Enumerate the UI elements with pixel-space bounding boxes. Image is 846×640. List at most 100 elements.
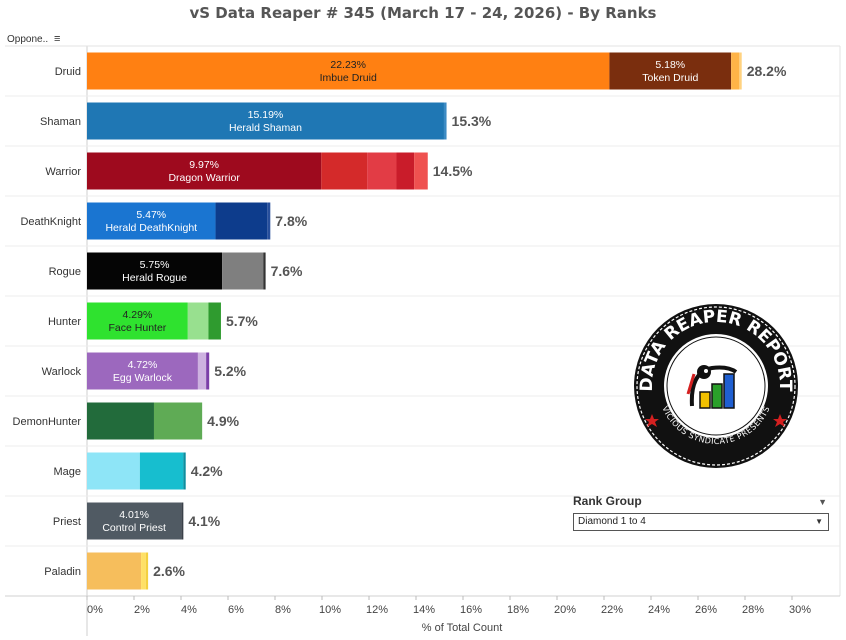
bar-segment[interactable] [321,152,368,190]
total-value-label: 2.6% [153,563,185,579]
category-label: Mage [53,466,81,478]
bar-segment[interactable] [87,452,140,490]
bars-group: Druid 22.23%Imbue Druid 5.18%Token Druid 28… [13,52,787,590]
total-value-label: 4.2% [191,463,223,479]
segment-value-label: 5.75% [140,259,170,271]
x-axis-title: % of Total Count [422,622,503,634]
category-label: DemonHunter [13,416,82,428]
x-tick-label: 20% [554,604,576,616]
category-label: Warlock [42,366,82,378]
rank-group-selected-value: Diamond 1 to 4 [578,516,646,527]
segment-archetype-label: Control Priest [102,522,166,534]
x-tick-label: 0% [87,604,103,616]
bar-segment[interactable] [153,402,203,440]
bar-hunter[interactable]: Hunter 4.29%Face Hunter 5.7% [48,302,258,340]
x-tick-label: 6% [228,604,244,616]
category-label: Druid [55,66,81,78]
segment-archetype-label: Egg Warlock [113,372,173,384]
total-value-label: 7.8% [275,213,307,229]
bar-segment[interactable] [609,52,732,90]
opponent-column-header[interactable]: Oppone.. ≡ [7,33,61,45]
category-label: Shaman [40,116,81,128]
bar-segment[interactable] [263,252,266,290]
rank-group-dropdown[interactable]: Diamond 1 to 4 ▼ [573,513,829,531]
total-value-label: 15.3% [452,113,492,129]
bar-segment[interactable] [267,202,271,240]
segment-value-label: 9.97% [189,159,219,171]
category-label: DeathKnight [20,216,81,228]
total-value-label: 7.6% [271,263,303,279]
bar-segment[interactable] [87,352,198,390]
bar-segment[interactable] [739,52,742,90]
x-tick-label: 28% [742,604,764,616]
bar-segment[interactable] [87,52,610,90]
data-reaper-report-logo: DATA REAPER REPORT VICIOUS SYNDICATE PRE… [634,304,798,468]
bar-segment[interactable] [87,202,216,240]
chevron-down-icon: ▼ [815,517,823,526]
x-axis: 0% 2% 4% 6% 8% 10% 12% 14% 16% 18% 20% 22% 24% 26% 28%… [86,596,811,634]
sort-descending-icon[interactable]: ≡ [53,33,61,45]
bar-segment[interactable] [215,202,268,240]
bar-paladin[interactable]: Paladin 2.6% [44,552,186,590]
category-label: Rogue [49,266,81,278]
segment-archetype-label: Herald Shaman [229,122,302,134]
bar-segment[interactable] [443,102,447,140]
total-value-label: 5.2% [214,363,246,379]
bar-segment[interactable] [181,502,184,540]
bar-segment[interactable] [87,252,223,290]
chart-title: vS Data Reaper # 345 (March 17 - 24, 202… [189,4,657,22]
x-tick-label: 26% [695,604,717,616]
bar-segment[interactable] [208,302,221,340]
bar-segment[interactable] [87,302,188,340]
segment-archetype-label: Face Hunter [109,322,167,334]
bar-segment[interactable] [206,352,210,390]
bar-segment[interactable] [367,152,397,190]
x-tick-label: 4% [181,604,197,616]
bar-segment[interactable] [87,552,142,590]
bar-segment[interactable] [145,552,149,590]
x-tick-label: 12% [366,604,388,616]
bar-segment[interactable] [414,152,428,190]
logo-bar-chart-icon [686,365,738,409]
x-tick-label: 16% [460,604,482,616]
segment-value-label: 4.29% [123,309,153,321]
chart-frame [5,45,841,636]
opponent-header-label: Oppone.. [7,34,49,45]
segment-value-label: 5.18% [655,59,685,71]
bar-deathknight[interactable]: DeathKnight 5.47%Herald DeathKnight 7.8% [20,202,308,240]
bar-segment[interactable] [87,102,444,140]
bar-segment[interactable] [87,402,154,440]
bar-warlock[interactable]: Warlock 4.72%Egg Warlock 5.2% [42,352,247,390]
bar-segment[interactable] [87,502,182,540]
filter-menu-icon[interactable]: ▼ [818,497,827,507]
bar-segment[interactable] [141,552,146,590]
bar-rogue[interactable]: Rogue 5.75%Herald Rogue 7.6% [49,252,303,290]
total-value-label: 4.9% [207,413,239,429]
bar-segment[interactable] [183,452,186,490]
bar-shaman[interactable]: Shaman 15.19%Herald Shaman 15.3% [40,102,492,140]
bar-segment[interactable] [197,352,207,390]
x-tick-label: 2% [134,604,150,616]
x-tick-label: 10% [319,604,341,616]
total-value-label: 14.5% [433,163,473,179]
bar-demonhunter[interactable]: DemonHunter 4.9% [13,402,240,440]
bar-druid[interactable]: Druid 22.23%Imbue Druid 5.18%Token Druid 28… [55,52,787,90]
segment-archetype-label: Herald DeathKnight [105,222,197,234]
x-tick-label: 24% [648,604,670,616]
category-label: Paladin [44,566,81,578]
x-tick-label: 22% [601,604,623,616]
segment-archetype-label: Herald Rogue [122,272,187,284]
bar-segment[interactable] [187,302,209,340]
bar-mage[interactable]: Mage 4.2% [53,452,223,490]
total-value-label: 28.2% [747,63,787,79]
bar-segment[interactable] [139,452,184,490]
bar-segment[interactable] [396,152,415,190]
bar-priest[interactable]: Priest 4.01%Control Priest 4.1% [53,502,221,540]
category-label: Hunter [48,316,81,328]
bar-warrior[interactable]: Warrior 9.97%Dragon Warrior 14.5% [45,152,473,190]
bar-segment[interactable] [222,252,264,290]
total-value-label: 5.7% [226,313,258,329]
rank-group-filter[interactable]: Rank Group ▼ Diamond 1 to 4 ▼ [573,494,829,531]
bar-segment[interactable] [87,152,322,190]
bar-segment[interactable] [731,52,740,90]
